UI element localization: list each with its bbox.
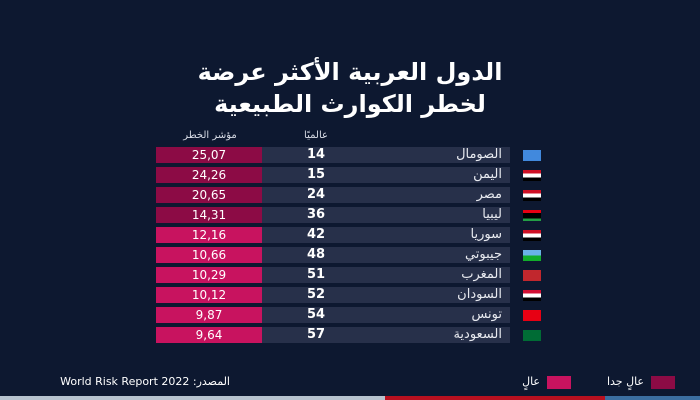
country-name: المغرب bbox=[461, 267, 502, 282]
world-rank: 36 bbox=[306, 207, 326, 222]
table-row: 9,64 57 السعودية bbox=[156, 327, 510, 343]
legend-very-high: عالٍ جدا bbox=[606, 375, 644, 388]
legend-swatch-very-high bbox=[651, 376, 675, 389]
world-rank: 15 bbox=[306, 167, 326, 182]
country-name: تونس bbox=[471, 307, 502, 322]
country-name: اليمن bbox=[473, 167, 502, 182]
world-rank: 42 bbox=[306, 227, 326, 242]
world-rank: 24 bbox=[306, 187, 326, 202]
title-line-1: الدول العربية الأكثر عرضة bbox=[197, 58, 503, 86]
risk-index-value: 20,65 bbox=[156, 187, 262, 203]
table-row: 9,87 54 تونس bbox=[156, 307, 510, 323]
risk-index-value: 10,12 bbox=[156, 287, 262, 303]
sudan-flag-icon bbox=[523, 290, 541, 301]
table-row: 10,12 52 السودان bbox=[156, 287, 510, 303]
risk-index-value: 9,87 bbox=[156, 307, 262, 323]
table-row: 10,66 48 جيبوتي bbox=[156, 247, 510, 263]
somalia-flag-icon bbox=[523, 150, 541, 161]
risk-index-value: 14,31 bbox=[156, 207, 262, 223]
risk-index-value: 10,29 bbox=[156, 267, 262, 283]
morocco-flag-icon bbox=[523, 270, 541, 281]
legend-high: عالٍ bbox=[522, 375, 540, 388]
djibouti-flag-icon bbox=[523, 250, 541, 261]
footer-strip bbox=[605, 396, 700, 400]
index-header: مؤشر الخطر bbox=[183, 130, 237, 141]
footer-strip bbox=[385, 396, 605, 400]
table-row: 14,31 36 ليبيا bbox=[156, 207, 510, 223]
country-name: سوريا bbox=[470, 227, 502, 242]
world-rank: 51 bbox=[306, 267, 326, 282]
table-row: 25,07 14 الصومال bbox=[156, 147, 510, 163]
title-line-2: لخطر الكوارث الطبيعية bbox=[214, 90, 486, 118]
egypt-flag-icon bbox=[523, 190, 541, 201]
country-name: ليبيا bbox=[482, 207, 502, 222]
country-name: السعودية bbox=[453, 327, 502, 342]
table-row: 10,29 51 المغرب bbox=[156, 267, 510, 283]
risk-index-value: 12,16 bbox=[156, 227, 262, 243]
world-rank: 52 bbox=[306, 287, 326, 302]
risk-index-value: 10,66 bbox=[156, 247, 262, 263]
world-rank: 14 bbox=[306, 147, 326, 162]
country-name: السودان bbox=[457, 287, 502, 302]
world-rank: 54 bbox=[306, 307, 326, 322]
risk-index-value: 24,26 bbox=[156, 167, 262, 183]
country-name: جيبوتي bbox=[464, 247, 502, 262]
risk-index-value: 9,64 bbox=[156, 327, 262, 343]
saudi-flag-icon bbox=[523, 330, 541, 341]
country-name: مصر bbox=[476, 187, 502, 202]
table-row: 24,26 15 اليمن bbox=[156, 167, 510, 183]
country-name: الصومال bbox=[456, 147, 502, 162]
table-row: 20,65 24 مصر bbox=[156, 187, 510, 203]
legend-swatch-high bbox=[547, 376, 571, 389]
table-row: 12,16 42 سوريا bbox=[156, 227, 510, 243]
yemen-flag-icon bbox=[523, 170, 541, 181]
footer-strip bbox=[0, 396, 385, 400]
world-rank: 57 bbox=[306, 327, 326, 342]
world-rank: 48 bbox=[306, 247, 326, 262]
risk-index-value: 25,07 bbox=[156, 147, 262, 163]
rank-header: عالميًا bbox=[304, 130, 328, 141]
source-text: المصدر: World Risk Report 2022 bbox=[60, 375, 230, 388]
libya-flag-icon bbox=[523, 210, 541, 221]
tunisia-flag-icon bbox=[523, 310, 541, 321]
syria-flag-icon bbox=[523, 230, 541, 241]
